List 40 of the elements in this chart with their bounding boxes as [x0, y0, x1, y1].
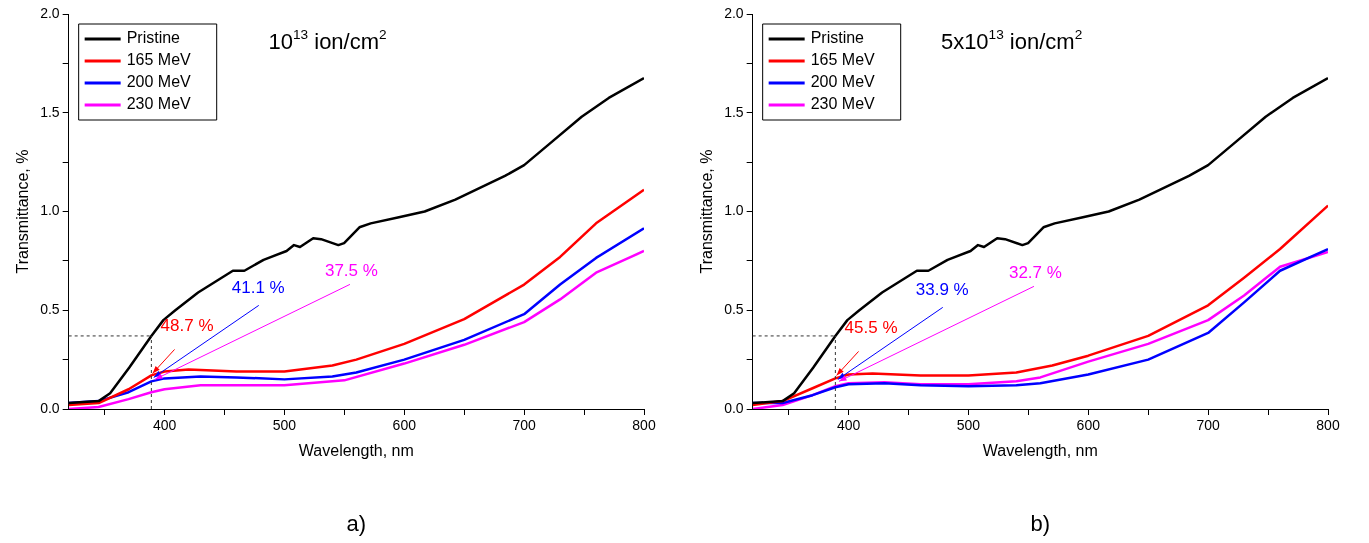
legend-label: 200 MeV [810, 73, 876, 91]
y-tick-label: 2.0 [724, 4, 744, 21]
y-tick-label: 0.0 [724, 399, 744, 416]
x-tick-label: 400 [152, 417, 177, 434]
legend-label: 230 MeV [126, 95, 192, 113]
text: a) [346, 511, 367, 536]
x-tick-label: 700 [512, 417, 537, 434]
legend-label: 200 MeV [126, 73, 192, 91]
y-axis-title: Transmittance, % [698, 149, 716, 274]
y-tick-label: 0.5 [724, 301, 744, 318]
annotation: 33.9 % [915, 280, 969, 300]
x-tick-label: 800 [632, 417, 656, 434]
legend-label: 165 MeV [126, 51, 192, 69]
annotation: 48.7 % [160, 316, 214, 336]
y-tick-label: 1.5 [40, 103, 60, 120]
x-tick-label: 400 [836, 417, 861, 434]
x-tick-label: 600 [1076, 417, 1101, 434]
x-axis-title: Wavelength, nm [982, 441, 1098, 459]
y-tick-label: 0.5 [40, 301, 60, 318]
x-tick-label: 700 [1196, 417, 1221, 434]
y-tick-label: 1.0 [40, 202, 60, 219]
annotation: 32.7 % [1008, 263, 1062, 283]
x-tick-label: 600 [392, 417, 417, 434]
legend-label: 165 MeV [810, 51, 876, 69]
annotation: 37.5 % [324, 261, 378, 281]
x-tick-label: 500 [272, 417, 297, 434]
text: b) [1030, 511, 1051, 536]
y-tick-label: 1.5 [724, 103, 744, 120]
legend-label: Pristine [126, 29, 181, 47]
y-axis-title: Transmittance, % [14, 149, 32, 274]
annotation: 41.1 % [231, 278, 285, 298]
y-tick-label: 2.0 [40, 4, 60, 21]
x-tick-label: 800 [1316, 417, 1340, 434]
y-tick-label: 1.0 [724, 202, 744, 219]
legend-label: Pristine [810, 29, 865, 47]
x-tick-label: 500 [956, 417, 981, 434]
annotation: 45.5 % [844, 318, 898, 338]
legend-label: 230 MeV [810, 95, 876, 113]
x-axis-title: Wavelength, nm [298, 441, 414, 459]
y-tick-label: 0.0 [40, 399, 60, 416]
